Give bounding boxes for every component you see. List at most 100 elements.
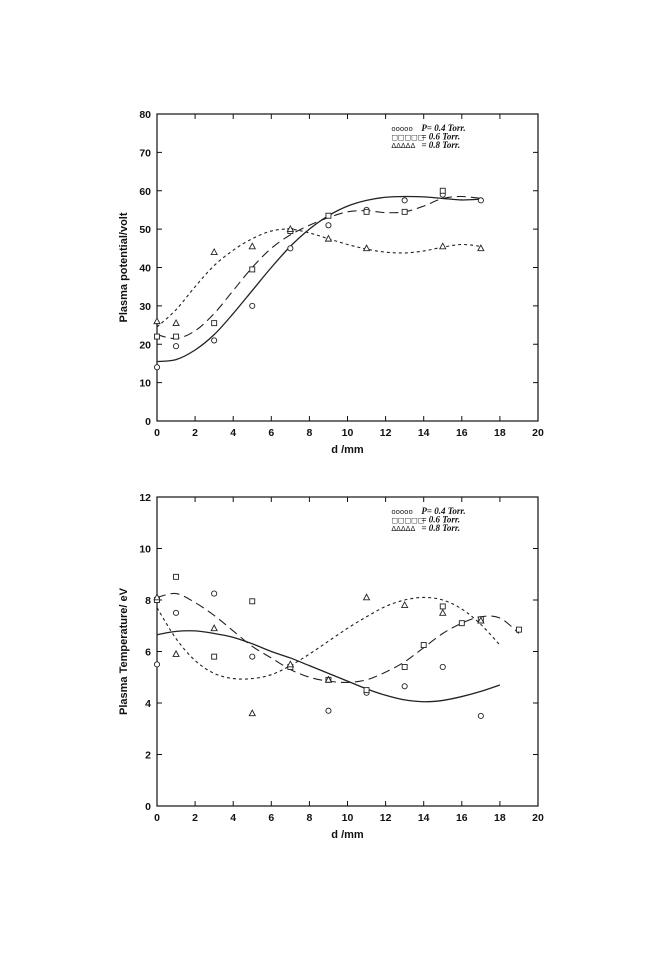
data-point-square bbox=[401, 208, 408, 215]
series-triangle bbox=[153, 224, 485, 328]
fit-curve-dotted bbox=[156, 228, 481, 328]
data-point-triangle bbox=[172, 318, 180, 326]
data-point-square bbox=[249, 598, 256, 605]
y-tick-label: 80 bbox=[139, 109, 151, 121]
data-point-square bbox=[420, 642, 427, 649]
data-point-square bbox=[154, 333, 160, 340]
x-tick-label: 0 bbox=[154, 427, 160, 439]
data-point-square bbox=[173, 573, 180, 580]
data-point-triangle bbox=[362, 244, 371, 252]
x-tick-label: 2 bbox=[192, 812, 198, 824]
data-point-square bbox=[325, 212, 332, 219]
data-point-square bbox=[401, 664, 408, 670]
data-point-triangle bbox=[286, 224, 295, 232]
x-tick-label: 20 bbox=[532, 812, 544, 824]
fit-curve-dashed bbox=[156, 195, 481, 340]
x-tick-label: 8 bbox=[306, 812, 312, 824]
plot-frame bbox=[156, 496, 539, 807]
fit-curve-solid bbox=[156, 630, 501, 703]
x-tick-label: 8 bbox=[306, 427, 312, 439]
data-point-triangle bbox=[477, 244, 485, 252]
data-point-circle bbox=[172, 609, 180, 616]
y-tick-label: 6 bbox=[145, 647, 151, 659]
x-tick-label: 10 bbox=[342, 427, 354, 439]
series-square bbox=[154, 573, 522, 694]
data-point-square bbox=[173, 333, 180, 340]
data-point-circle bbox=[401, 197, 408, 204]
legend: ooooo P= 0.4 Torr.□□□□□= 0.6 Torr. ΔΔΔΔΔ = … bbox=[391, 123, 465, 150]
data-point-triangle bbox=[210, 247, 218, 256]
legend-symbols: ΔΔΔΔΔ bbox=[391, 525, 415, 533]
data-point-triangle bbox=[477, 616, 485, 624]
series-square bbox=[154, 187, 481, 340]
plot-frame bbox=[156, 113, 539, 422]
data-point-circle bbox=[325, 222, 332, 229]
y-tick-label: 50 bbox=[139, 224, 151, 236]
x-tick-label: 12 bbox=[380, 812, 392, 824]
legend-label: P= 0.4 Torr. bbox=[421, 506, 465, 516]
legend-symbols: □□□□□ bbox=[391, 517, 424, 525]
data-point-triangle bbox=[438, 608, 447, 616]
legend-label: = 0.8 Torr. bbox=[421, 140, 460, 150]
x-tick-label: 14 bbox=[418, 427, 430, 439]
data-point-triangle bbox=[210, 624, 218, 632]
fit-curve-dashed bbox=[156, 592, 520, 683]
data-point-circle bbox=[325, 707, 332, 714]
data-point-square bbox=[516, 626, 522, 633]
y-tick-label: 12 bbox=[139, 492, 151, 504]
legend-label: = 0.6 Torr. bbox=[421, 132, 460, 142]
data-point-square bbox=[211, 320, 218, 327]
data-point-circle bbox=[439, 663, 446, 671]
legend-symbols: ooooo bbox=[391, 125, 412, 133]
y-tick-label: 30 bbox=[139, 301, 151, 313]
x-tick-label: 6 bbox=[268, 812, 274, 824]
legend-symbols: ooooo bbox=[391, 508, 412, 516]
data-point-triangle bbox=[362, 593, 371, 601]
y-tick-label: 4 bbox=[145, 698, 151, 710]
legend-label: = 0.6 Torr. bbox=[421, 515, 460, 525]
data-point-circle bbox=[172, 343, 180, 350]
data-point-square bbox=[363, 687, 370, 694]
data-point-square bbox=[439, 603, 446, 610]
data-point-square bbox=[211, 653, 218, 660]
data-point-circle bbox=[249, 653, 256, 660]
data-point-circle bbox=[249, 302, 256, 309]
fit-curve-dotted bbox=[156, 596, 501, 680]
legend-label: = 0.8 Torr. bbox=[421, 523, 460, 533]
chart-1: 0 2 4 6 8 10 12 14 16 18 20 0 10 20 30 40 50 60 70 80 d /mm P… bbox=[118, 109, 544, 456]
legend-label: P= 0.4 Torr. bbox=[421, 123, 465, 133]
legend: ooooo P= 0.4 Torr.□□□□□= 0.6 Torr. ΔΔΔΔΔ = … bbox=[391, 506, 465, 533]
y-tick-label: 8 bbox=[145, 595, 151, 607]
data-point-triangle bbox=[248, 242, 257, 250]
x-tick-label: 4 bbox=[230, 427, 236, 439]
x-tick-label: 6 bbox=[268, 427, 274, 439]
data-point-circle bbox=[287, 245, 294, 252]
y-tick-label: 70 bbox=[139, 147, 151, 159]
data-point-triangle bbox=[172, 649, 180, 657]
data-point-triangle bbox=[248, 709, 257, 717]
data-point-triangle bbox=[153, 317, 161, 325]
x-tick-label: 16 bbox=[456, 427, 468, 439]
series-circle bbox=[153, 191, 484, 371]
series-triangle bbox=[153, 593, 501, 717]
y-axis-label: Plasma Temperature/ eV bbox=[118, 587, 130, 715]
data-point-square bbox=[249, 266, 256, 273]
data-point-triangle bbox=[438, 242, 447, 250]
y-tick-label: 40 bbox=[139, 263, 151, 275]
x-tick-label: 18 bbox=[494, 427, 506, 439]
y-tick-label: 60 bbox=[139, 186, 151, 198]
x-axis-label: d /mm bbox=[331, 444, 364, 456]
y-tick-label: 2 bbox=[145, 750, 151, 762]
fit-curve-solid bbox=[156, 195, 481, 363]
data-point-circle bbox=[401, 683, 408, 690]
legend-symbols: ΔΔΔΔΔ bbox=[391, 142, 415, 150]
x-tick-label: 18 bbox=[494, 812, 506, 824]
data-point-circle bbox=[477, 197, 484, 204]
data-point-square bbox=[363, 208, 370, 215]
data-point-triangle bbox=[400, 600, 409, 608]
x-tick-label: 12 bbox=[380, 427, 392, 439]
legend-symbols: □□□□□ bbox=[391, 134, 424, 142]
x-tick-label: 10 bbox=[342, 812, 354, 824]
data-point-triangle bbox=[286, 660, 295, 668]
data-point-triangle bbox=[324, 234, 333, 242]
